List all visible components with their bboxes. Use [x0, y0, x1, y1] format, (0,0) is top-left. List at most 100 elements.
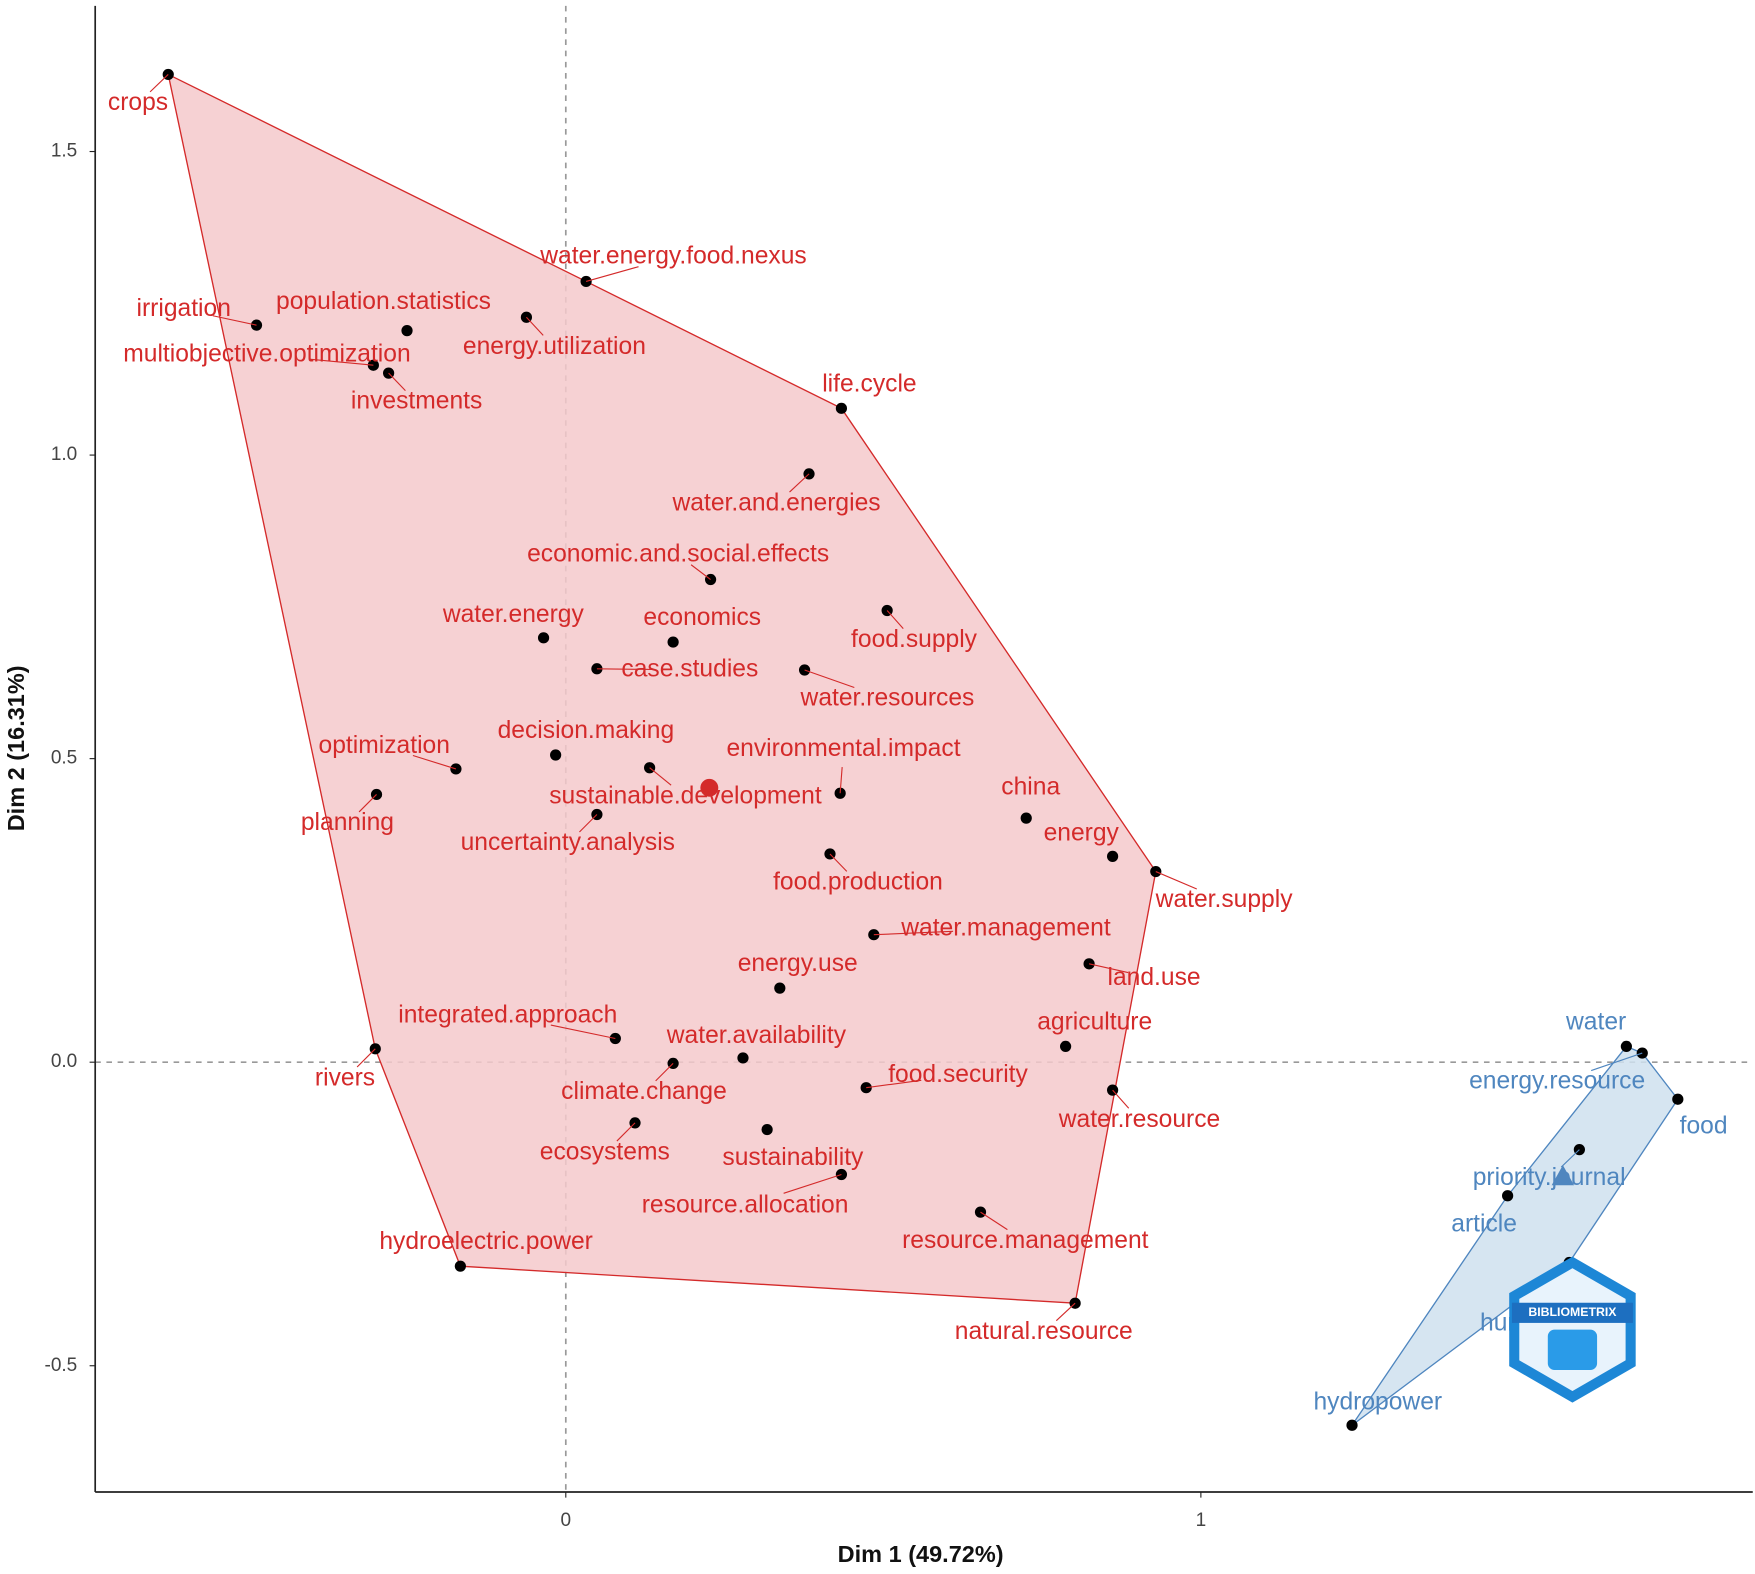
point-label: sustainability — [722, 1144, 864, 1171]
point — [454, 1260, 466, 1272]
label-leader — [388, 372, 406, 391]
watermark-band — [1511, 1302, 1633, 1323]
point-label: sustainable.development — [549, 782, 822, 809]
label-leader — [149, 74, 169, 93]
point — [1346, 1419, 1358, 1431]
point-label: china — [1001, 773, 1060, 800]
y-tick-label: 1.0 — [51, 444, 77, 465]
point-label: water.energy — [442, 601, 585, 628]
point-label: economics — [643, 604, 761, 631]
label-leader — [579, 814, 598, 833]
label-leader — [212, 315, 257, 326]
point-label: water — [1565, 1008, 1626, 1035]
point-label: ecosystems — [540, 1139, 670, 1166]
label-leader — [783, 1173, 842, 1194]
point-label: energy.resource — [1469, 1068, 1645, 1095]
label-leader — [309, 358, 374, 366]
point — [667, 636, 679, 648]
label-leader — [356, 1048, 376, 1068]
point-label: hydropower — [1313, 1388, 1442, 1415]
point-label: uncertainty.analysis — [461, 829, 675, 856]
point-label: energy — [1044, 819, 1120, 846]
point-label: economic.and.social.effects — [527, 540, 829, 567]
label-leader — [550, 1024, 616, 1040]
x-tick-label: 0 — [561, 1510, 572, 1531]
y-tick-label: 0.5 — [51, 748, 77, 769]
point-label: integrated.approach — [398, 1002, 617, 1029]
point-label: food.supply — [851, 626, 978, 653]
point-label: crops — [108, 89, 168, 116]
point — [1106, 850, 1119, 862]
point-label: population.statistics — [276, 288, 491, 315]
label-leader — [1055, 1302, 1076, 1322]
label-leader — [839, 766, 843, 794]
x-axis-title: Dim 1 (49.72%) — [838, 1541, 1004, 1567]
point — [1020, 812, 1032, 824]
label-leader — [690, 564, 711, 580]
point-label: hydroelectric.power — [379, 1228, 593, 1255]
y-tick-label: -0.5 — [44, 1355, 77, 1376]
point — [1672, 1093, 1684, 1105]
point-label: water.management — [900, 915, 1111, 942]
point-label: multiobjective.optimization — [123, 341, 410, 368]
point-label: decision.making — [498, 717, 675, 744]
point — [798, 664, 811, 676]
y-tick-label: 0.0 — [51, 1051, 77, 1072]
point — [737, 1052, 749, 1064]
point — [774, 982, 786, 994]
point-label: life.cycle — [822, 370, 916, 397]
point-label: water.supply — [1155, 886, 1294, 913]
label-leader — [980, 1211, 1008, 1231]
point-label: water.resources — [800, 685, 975, 712]
point-label: agriculture — [1037, 1008, 1152, 1035]
point — [550, 749, 562, 761]
point-label: investments — [351, 388, 482, 415]
centroid — [700, 778, 719, 797]
x-tick-label: 1 — [1196, 1510, 1207, 1531]
label-leader — [1112, 1089, 1130, 1109]
point-label: food.security — [888, 1061, 1028, 1088]
label-leader — [616, 1122, 636, 1142]
watermark-icon — [1547, 1329, 1598, 1370]
label-leader — [585, 266, 639, 282]
point-label: article — [1451, 1210, 1517, 1237]
point-label: natural.resource — [955, 1318, 1133, 1345]
point — [644, 762, 656, 774]
point-label: climate.change — [561, 1078, 727, 1105]
point-label: optimization — [319, 732, 450, 759]
label-leader — [1591, 1052, 1643, 1072]
point — [401, 325, 413, 337]
point-label: food.production — [773, 869, 943, 896]
point-label: planning — [301, 809, 394, 836]
point-label: energy.utilization — [463, 333, 646, 360]
point-label: rivers — [315, 1065, 375, 1092]
label-layer: crops irrigation population.statistics mult… — [108, 74, 1728, 1415]
point-label: case.studies — [621, 655, 758, 682]
point-label: water.resource — [1058, 1106, 1221, 1133]
point — [1620, 1040, 1632, 1053]
label-leader — [649, 767, 672, 786]
point — [1060, 1040, 1072, 1053]
point-label: food — [1680, 1113, 1728, 1140]
label-leader — [596, 668, 653, 671]
label-leader — [886, 610, 904, 630]
label-leader — [829, 853, 848, 872]
point-label: water.and.energies — [672, 490, 881, 517]
y-tick-label: 1.5 — [51, 141, 77, 162]
label-leader — [804, 669, 855, 688]
label-leader — [873, 930, 954, 936]
point-label: water.availability — [666, 1022, 847, 1049]
label-leader — [412, 754, 457, 770]
point — [537, 632, 550, 644]
label-leader — [1560, 1149, 1580, 1168]
label-leader — [1155, 871, 1197, 890]
label-leader — [789, 473, 810, 493]
point-label: resource.management — [902, 1227, 1149, 1254]
centroid — [1551, 1165, 1575, 1186]
watermark-text: BIBLIOMETRIX — [1528, 1305, 1617, 1319]
y-axis-title: Dim 2 (16.31%) — [3, 665, 29, 831]
point — [835, 402, 848, 414]
label-leader — [655, 1063, 674, 1082]
point-label: priority.journal — [1473, 1164, 1626, 1191]
